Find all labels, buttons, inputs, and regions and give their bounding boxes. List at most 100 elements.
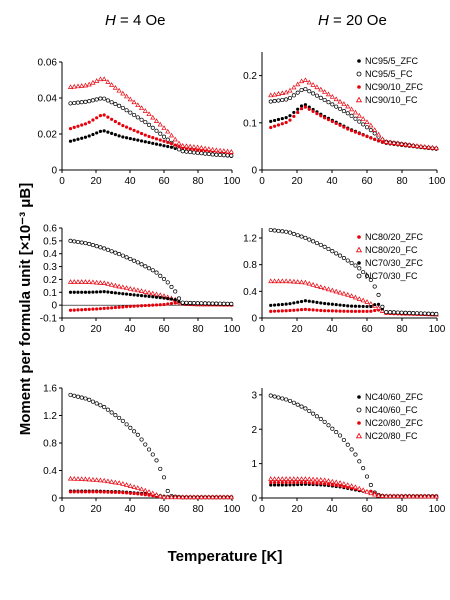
data-point bbox=[125, 491, 129, 495]
x-tick-label: 0 bbox=[59, 176, 65, 187]
data-point bbox=[187, 494, 193, 500]
data-point bbox=[380, 304, 385, 309]
data-point bbox=[306, 79, 312, 85]
data-point bbox=[147, 134, 151, 139]
legend-marker bbox=[355, 96, 363, 103]
data-point bbox=[326, 246, 331, 252]
data-point bbox=[105, 478, 111, 484]
data-point bbox=[195, 301, 200, 306]
data-point bbox=[162, 302, 166, 307]
data-point bbox=[117, 252, 122, 257]
y-tick-label: 0.2 bbox=[43, 275, 57, 286]
data-point bbox=[113, 102, 118, 107]
data-point bbox=[352, 484, 359, 490]
y-tick-label: 0 bbox=[251, 314, 257, 325]
data-point bbox=[353, 263, 358, 268]
data-point bbox=[150, 268, 155, 273]
data-point bbox=[139, 131, 144, 136]
data-point bbox=[360, 116, 366, 121]
x-axis-label: Temperature [K] bbox=[167, 548, 283, 565]
data-point bbox=[121, 292, 125, 296]
data-point bbox=[311, 411, 316, 416]
data-point bbox=[280, 122, 284, 126]
data-point bbox=[98, 129, 103, 133]
data-point bbox=[280, 97, 285, 103]
data-point bbox=[90, 279, 96, 285]
data-point bbox=[346, 127, 350, 131]
data-point bbox=[79, 83, 85, 88]
data-point bbox=[342, 303, 346, 308]
x-tick-label: 20 bbox=[291, 176, 303, 187]
data-point bbox=[275, 278, 282, 284]
data-point bbox=[131, 286, 137, 292]
data-point bbox=[110, 131, 114, 135]
data-point bbox=[323, 116, 327, 120]
x-tick-label: 40 bbox=[124, 504, 136, 515]
data-point bbox=[206, 146, 212, 151]
data-point bbox=[229, 301, 234, 306]
data-point bbox=[110, 117, 114, 121]
data-point bbox=[94, 477, 100, 482]
legend-marker bbox=[356, 273, 362, 279]
data-point bbox=[202, 494, 208, 500]
data-point bbox=[319, 301, 323, 305]
data-point bbox=[105, 79, 111, 84]
data-point bbox=[422, 493, 428, 499]
data-point bbox=[333, 288, 339, 294]
data-point bbox=[154, 128, 159, 133]
data-point bbox=[311, 91, 316, 96]
data-point bbox=[357, 266, 362, 271]
data-point bbox=[306, 476, 312, 482]
legend-marker bbox=[356, 407, 362, 413]
data-point bbox=[168, 132, 175, 138]
data-point bbox=[198, 145, 204, 150]
data-point bbox=[113, 413, 118, 418]
data-point bbox=[411, 311, 416, 316]
data-point bbox=[375, 492, 382, 498]
data-point bbox=[147, 294, 151, 298]
data-point bbox=[102, 490, 106, 494]
data-point bbox=[314, 476, 320, 482]
data-point bbox=[150, 490, 156, 496]
data-point bbox=[206, 152, 211, 157]
data-point bbox=[102, 246, 107, 251]
data-point bbox=[169, 145, 174, 149]
data-point bbox=[307, 237, 312, 242]
legend-label: NC70/30_ZFC bbox=[365, 258, 424, 268]
data-point bbox=[131, 484, 137, 489]
data-point bbox=[97, 280, 104, 285]
data-point bbox=[269, 309, 273, 313]
x-tick-label: 0 bbox=[59, 324, 65, 335]
data-point bbox=[273, 118, 277, 123]
data-point bbox=[373, 308, 377, 313]
data-point bbox=[210, 152, 215, 157]
data-point bbox=[87, 490, 91, 494]
data-point bbox=[91, 132, 95, 137]
data-point bbox=[303, 87, 308, 92]
legend-label: NC80/20_ZFC bbox=[365, 232, 424, 242]
data-point bbox=[357, 309, 361, 313]
data-point bbox=[150, 452, 155, 457]
data-point bbox=[105, 407, 110, 412]
data-point bbox=[124, 255, 129, 260]
data-point bbox=[132, 112, 137, 118]
data-point bbox=[399, 493, 405, 499]
data-point bbox=[433, 493, 439, 499]
data-point bbox=[334, 121, 338, 126]
data-point bbox=[353, 452, 358, 457]
data-point bbox=[146, 111, 152, 117]
legend-marker bbox=[357, 235, 361, 239]
data-point bbox=[90, 243, 95, 248]
data-point bbox=[135, 115, 140, 120]
data-point bbox=[169, 301, 174, 306]
data-point bbox=[68, 127, 73, 131]
data-point bbox=[276, 303, 281, 307]
data-point bbox=[345, 111, 350, 116]
data-point bbox=[360, 297, 366, 303]
data-point bbox=[94, 279, 100, 285]
x-tick-label: 20 bbox=[291, 504, 303, 515]
data-point bbox=[273, 309, 277, 313]
data-point bbox=[80, 123, 84, 127]
data-point bbox=[76, 137, 80, 141]
